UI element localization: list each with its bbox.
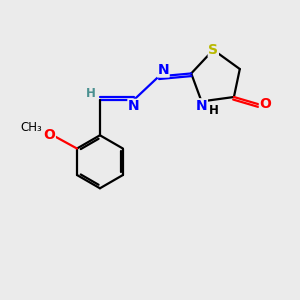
Text: CH₃: CH₃ xyxy=(21,121,43,134)
Text: H: H xyxy=(209,104,219,117)
Text: O: O xyxy=(260,98,272,111)
Text: S: S xyxy=(208,43,218,57)
Text: H: H xyxy=(85,87,95,100)
Text: N: N xyxy=(196,99,207,113)
Text: N: N xyxy=(128,99,140,113)
Text: O: O xyxy=(44,128,55,142)
Text: N: N xyxy=(158,63,169,77)
